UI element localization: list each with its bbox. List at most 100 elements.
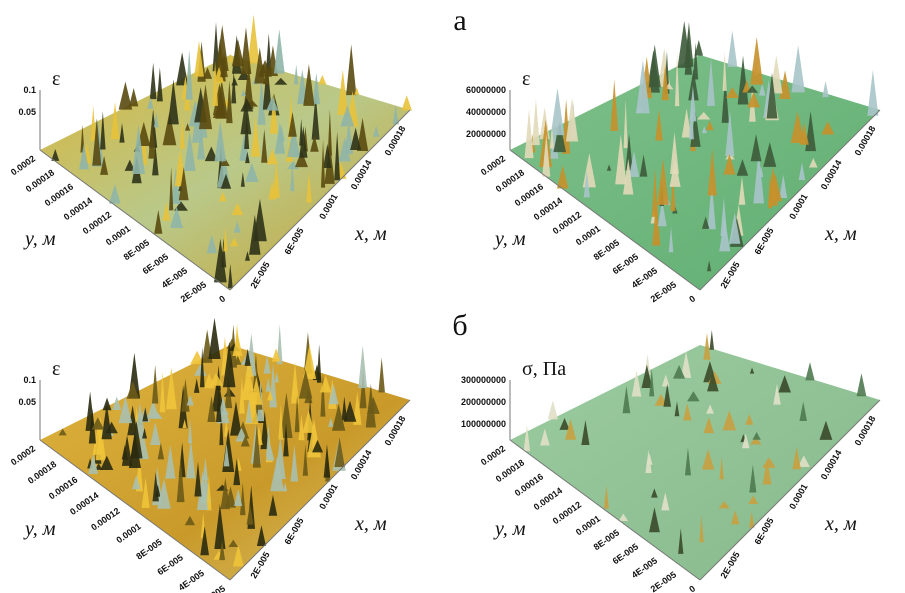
surface-peak	[208, 318, 220, 359]
y-tick-label: 0	[687, 293, 697, 304]
y-tick-label: 0.0001	[574, 513, 602, 537]
y-tick-label: 2E-005	[649, 279, 679, 304]
y-tick-label: 4E-005	[177, 568, 207, 593]
surface-peak	[750, 37, 763, 85]
z-tick-label: 40000000	[466, 107, 506, 117]
y-tick-label: 4E-005	[630, 265, 660, 290]
y-tick-label: 0.0002	[479, 443, 507, 467]
x-axis-label: x, м	[824, 513, 857, 535]
surface-peak	[150, 63, 157, 100]
x-axis-label: x, м	[354, 223, 387, 245]
figure: а б ε0.10.050.00020.000180.000160.000140…	[0, 0, 905, 593]
z-axis-label: ε	[522, 68, 530, 90]
y-tick-label: 0.00016	[513, 471, 545, 498]
y-tick-label: 8E-005	[592, 237, 622, 262]
y-tick-label: 0.00012	[89, 506, 121, 533]
surface-plot: ε6000000040000000200000000.00020.000180.…	[466, 21, 880, 305]
y-tick-label: 0.00014	[532, 195, 564, 222]
y-tick-label: 8E-005	[134, 537, 164, 562]
x-axis-label: x, м	[354, 513, 387, 535]
surface-peak	[358, 345, 367, 388]
y-axis-label: y, м	[493, 228, 526, 250]
z-axis-label: ε	[52, 68, 60, 90]
surface-peak	[805, 362, 814, 380]
y-tick-label: 8E-005	[592, 527, 622, 552]
surface-peak	[176, 52, 188, 85]
surface-plot: ε0.10.050.00020.000180.000160.000140.000…	[9, 14, 412, 304]
y-tick-label: 0.00016	[513, 181, 545, 208]
surface-peak	[318, 75, 326, 84]
y-tick-label: 6E-005	[611, 251, 641, 276]
y-tick-label: 6E-005	[141, 251, 171, 276]
y-axis-label: y, м	[23, 518, 56, 540]
y-tick-label: 4E-005	[160, 265, 190, 290]
y-tick-label: 0.0002	[479, 153, 507, 177]
surface-peak	[274, 29, 285, 73]
z-tick-label: 0.1	[23, 85, 36, 95]
z-tick-label: 200000000	[461, 397, 506, 407]
y-axis-label: y, м	[493, 518, 526, 540]
y-tick-label: 0.0002	[9, 443, 37, 467]
y-tick-label: 0.00012	[551, 499, 583, 526]
surface-peak	[551, 88, 565, 135]
z-tick-label: 60000000	[466, 85, 506, 95]
y-tick-label: 0	[217, 293, 227, 304]
surface-peak	[157, 67, 163, 101]
surface-peak	[317, 344, 322, 383]
surface-peak	[857, 373, 867, 396]
surface-peak	[525, 109, 534, 158]
surface-peak	[548, 400, 558, 419]
y-tick-label: 0.00012	[81, 209, 113, 236]
surface-peak	[822, 81, 829, 97]
z-tick-label: 300000000	[461, 375, 506, 385]
surface-peak	[710, 330, 715, 350]
y-tick-label: 0.00012	[551, 209, 583, 236]
y-tick-label: 2E-005	[198, 583, 228, 593]
y-tick-label: 0.0002	[9, 153, 37, 177]
y-tick-label: 4E-005	[630, 555, 660, 580]
surface-peak	[248, 14, 260, 63]
surface-peak	[532, 99, 540, 145]
z-tick-label: 0.1	[23, 375, 36, 385]
surface-peak	[791, 45, 805, 92]
y-axis-label: y, м	[23, 228, 56, 250]
surface-peak	[867, 70, 878, 116]
surface-peak	[346, 44, 356, 95]
surface-peak	[378, 358, 385, 393]
surface-peak	[401, 95, 411, 110]
z-tick-label: 20000000	[466, 129, 506, 139]
z-tick-label: 100000000	[461, 419, 506, 429]
z-tick-label: 0.05	[18, 397, 36, 407]
y-tick-label: 0.00014	[68, 490, 100, 517]
y-tick-label: 6E-005	[611, 541, 641, 566]
surface	[510, 345, 880, 580]
surface-peak	[727, 30, 737, 66]
y-tick-label: 2E-005	[179, 279, 209, 304]
y-tick-label: 0.00018	[494, 457, 526, 484]
y-tick-label: 0.00014	[532, 485, 564, 512]
x-axis-label: x, м	[824, 223, 857, 245]
section-label: б	[452, 309, 467, 342]
y-tick-label: 0.00018	[26, 459, 58, 486]
y-tick-label: 0.0001	[114, 521, 142, 545]
z-axis-label: σ, Па	[522, 358, 566, 380]
y-tick-label: 8E-005	[122, 237, 152, 262]
y-tick-label: 6E-005	[155, 552, 185, 577]
surface-plot: ε0.10.050.00020.000180.000160.000140.000…	[9, 318, 410, 593]
y-tick-label: 0.00018	[494, 167, 526, 194]
z-axis-label: ε	[52, 358, 60, 380]
surface-peak	[129, 88, 138, 106]
surface-peak	[232, 39, 244, 66]
y-tick-label: 2E-005	[649, 569, 679, 593]
surface-plot: σ, Па3000000002000000001000000000.00020.…	[461, 330, 880, 593]
y-tick-label: 0.00016	[47, 475, 79, 502]
section-label: а	[453, 4, 466, 37]
y-tick-label: 0.0001	[574, 223, 602, 247]
surface-peak	[649, 44, 661, 87]
y-tick-label: 0.0001	[104, 223, 132, 247]
y-tick-label: 0.00018	[24, 167, 56, 194]
y-tick-label: 0.00016	[43, 181, 75, 208]
z-tick-label: 0.05	[18, 107, 36, 117]
y-tick-label: 0.00014	[62, 195, 94, 222]
surface-peak	[294, 65, 298, 85]
